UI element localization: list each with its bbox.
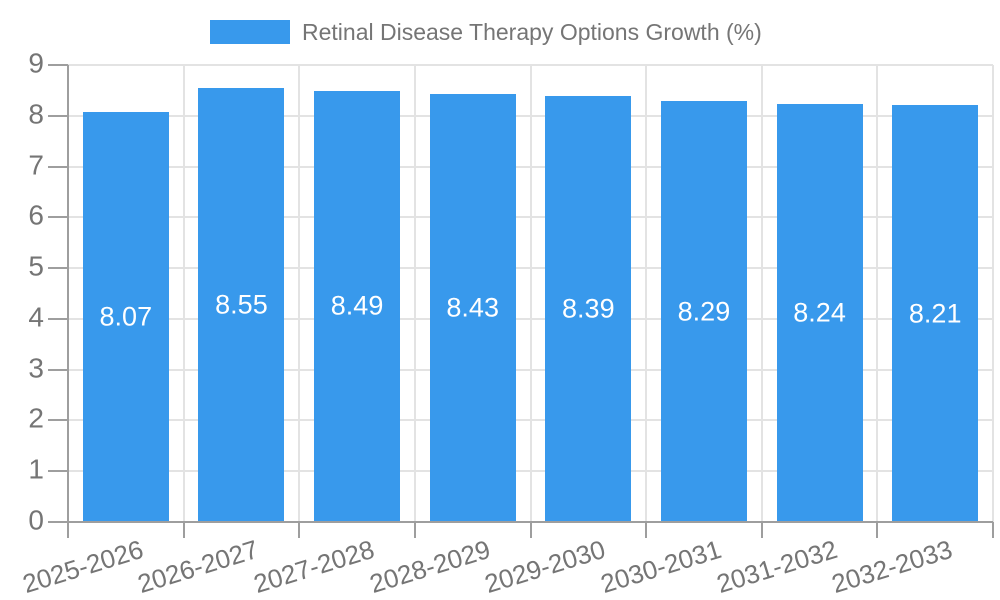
v-gridline	[298, 65, 301, 522]
bar-value-label: 8.43	[446, 292, 499, 323]
y-axis-tick	[48, 216, 68, 219]
y-axis-label: 2	[28, 403, 44, 435]
y-axis-tick	[48, 267, 68, 270]
legend-swatch	[210, 20, 290, 44]
v-gridline	[876, 65, 879, 522]
v-gridline	[182, 65, 185, 522]
bar-value-label: 8.29	[677, 296, 731, 327]
y-axis-line	[67, 65, 69, 522]
v-gridline	[413, 65, 416, 522]
y-axis-tick	[48, 521, 68, 523]
y-axis-label: 1	[28, 453, 44, 485]
x-axis-tick	[992, 522, 994, 538]
legend-label: Retinal Disease Therapy Options Growth (…	[302, 18, 762, 45]
chart-legend: Retinal Disease Therapy Options Growth (…	[210, 17, 762, 47]
y-axis-tick	[48, 419, 68, 422]
x-axis-tick	[529, 522, 532, 538]
x-axis-tick	[645, 522, 648, 538]
bar[interactable]	[660, 101, 747, 522]
bar[interactable]	[82, 112, 169, 522]
v-gridline	[760, 65, 763, 522]
x-axis-tick	[182, 522, 185, 538]
bar[interactable]	[429, 93, 516, 522]
y-axis-tick	[48, 317, 68, 320]
v-gridline	[645, 65, 648, 522]
y-axis-tick	[48, 114, 68, 117]
y-axis-label: 8	[28, 98, 44, 130]
v-gridline	[992, 65, 994, 522]
bar-value-label: 8.55	[215, 289, 268, 320]
bar-value-label: 8.39	[562, 293, 615, 324]
x-axis-tick	[67, 522, 69, 538]
bar-value-label: 8.24	[793, 297, 846, 328]
y-axis-tick	[48, 368, 68, 371]
y-axis-tick	[48, 470, 68, 473]
x-axis-tick	[760, 522, 763, 538]
y-axis-label: 0	[28, 504, 44, 536]
y-axis-label: 5	[28, 250, 44, 282]
x-axis-tick	[298, 522, 301, 538]
bar-value-label: 8.21	[908, 298, 962, 329]
y-axis-label: 4	[28, 301, 44, 333]
v-gridline	[529, 65, 532, 522]
y-axis-label: 7	[28, 149, 44, 181]
x-axis-tick	[413, 522, 416, 538]
y-axis-label: 9	[28, 47, 44, 79]
bar-value-label: 8.49	[330, 290, 384, 321]
y-axis-label: 3	[28, 352, 44, 384]
bar[interactable]	[776, 103, 863, 522]
bar[interactable]	[198, 87, 285, 522]
y-axis-label: 6	[28, 200, 44, 232]
bar[interactable]	[545, 95, 632, 522]
x-axis-tick	[876, 522, 879, 538]
y-axis-tick	[48, 165, 68, 168]
bar[interactable]	[314, 90, 401, 522]
y-axis-tick	[48, 64, 68, 66]
bar-value-label: 8.07	[99, 301, 153, 332]
bar[interactable]	[892, 105, 979, 522]
